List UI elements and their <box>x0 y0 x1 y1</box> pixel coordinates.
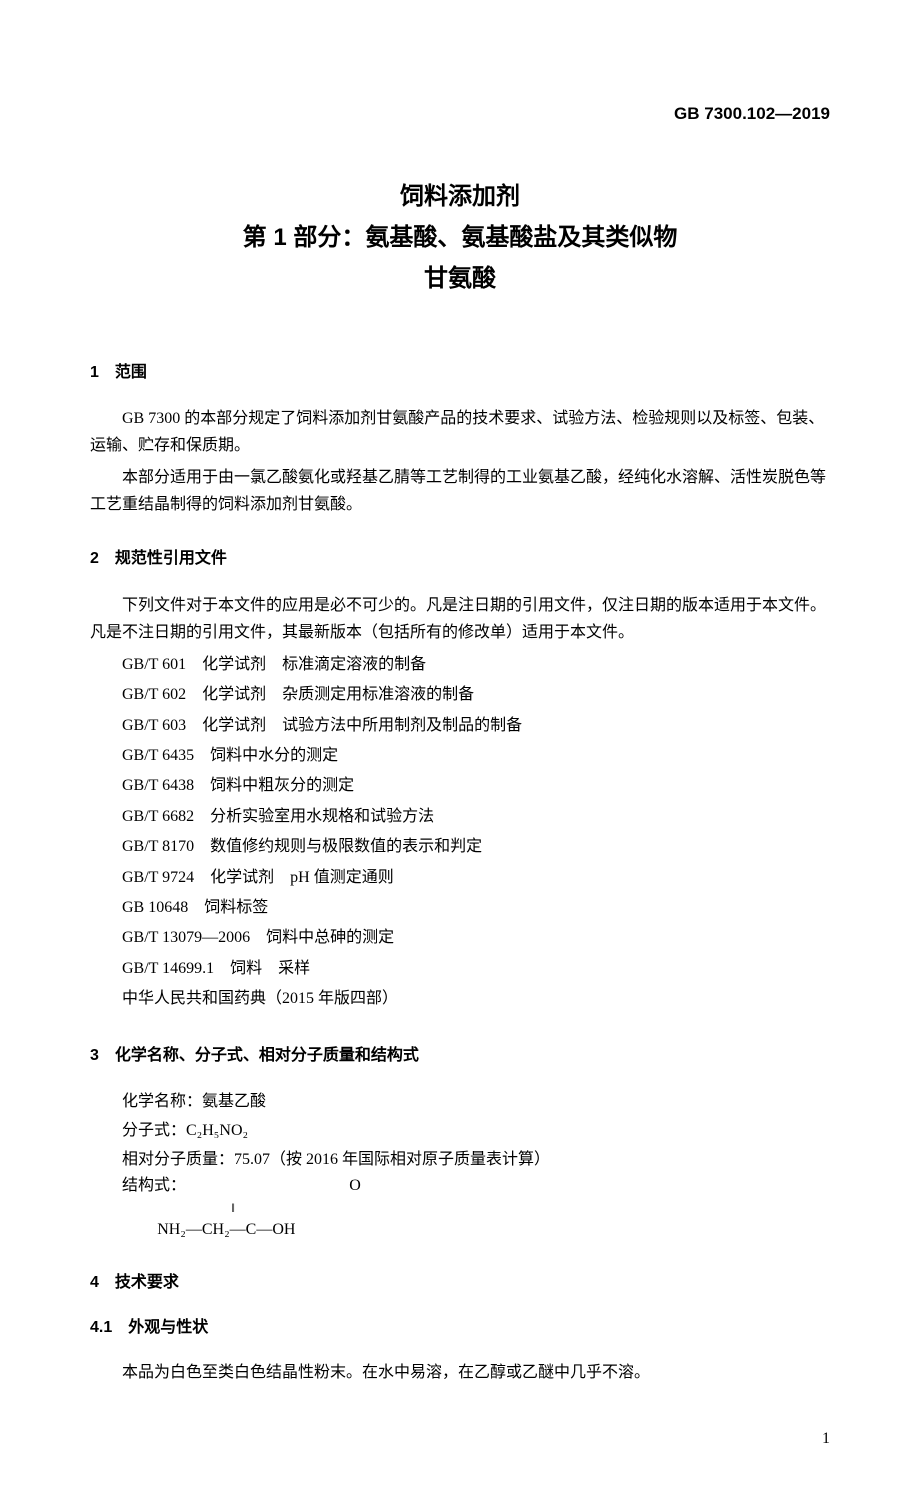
structural-formula: 结构式：O ‖ NH₂—CH₂—C—OH <box>90 1175 830 1242</box>
section-1-para-1: GB 7300 的本部分规定了饲料添加剂甘氨酸产品的技术要求、试验方法、检验规则… <box>90 405 830 459</box>
chemical-name: 化学名称：氨基乙酸 <box>90 1088 830 1117</box>
section-4-heading: 4 技术要求 <box>90 1270 830 1296</box>
reference-item: GB/T 6682 分析实验室用水规格和试验方法 <box>90 802 830 832</box>
reference-item: GB/T 9724 化学试剂 pH 值测定通则 <box>90 863 830 893</box>
reference-item: GB/T 13079—2006 饲料中总砷的测定 <box>90 923 830 953</box>
reference-item: GB/T 602 化学试剂 杂质测定用标准溶液的制备 <box>90 680 830 710</box>
section-4-1-para: 本品为白色至类白色结晶性粉末。在水中易溶，在乙醇或乙醚中几乎不溶。 <box>90 1359 830 1386</box>
structure-label: 结构式： <box>122 1175 218 1197</box>
section-2-heading: 2 规范性引用文件 <box>90 546 830 572</box>
structure-chain: NH₂—CH₂—C—OH <box>122 1219 295 1241</box>
reference-item: GB/T 14699.1 饲料 采样 <box>90 954 830 984</box>
molecular-formula: 分子式：C₂H₅NO₂ <box>90 1117 830 1146</box>
document-title: 饲料添加剂 第 1 部分：氨基酸、氨基酸盐及其类似物 甘氨酸 <box>90 177 830 299</box>
reference-item: GB/T 6435 饲料中水分的测定 <box>90 741 830 771</box>
reference-item: GB 10648 饲料标签 <box>90 893 830 923</box>
section-3-heading: 3 化学名称、分子式、相对分子质量和结构式 <box>90 1043 830 1069</box>
reference-item: GB/T 8170 数值修约规则与极限数值的表示和判定 <box>90 832 830 862</box>
title-line-1: 饲料添加剂 <box>90 177 830 218</box>
structure-oxygen: O <box>218 1175 361 1197</box>
title-line-3: 甘氨酸 <box>90 259 830 300</box>
page-number: 1 <box>90 1426 830 1452</box>
reference-item: 中华人民共和国药典（2015 年版四部） <box>90 984 830 1014</box>
standard-code: GB 7300.102—2019 <box>90 100 830 127</box>
section-1-para-2: 本部分适用于由一氯乙酸氨化或羟基乙腈等工艺制得的工业氨基乙酸，经纯化水溶解、活性… <box>90 464 830 518</box>
reference-item: GB/T 601 化学试剂 标准滴定溶液的制备 <box>90 650 830 680</box>
section-4-1-heading: 4.1 外观与性状 <box>90 1315 830 1341</box>
title-line-2: 第 1 部分：氨基酸、氨基酸盐及其类似物 <box>90 218 830 259</box>
reference-item: GB/T 6438 饲料中粗灰分的测定 <box>90 771 830 801</box>
section-2-para-1: 下列文件对于本文件的应用是必不可少的。凡是注日期的引用文件，仅注日期的版本适用于… <box>90 592 830 646</box>
molecular-mass: 相对分子质量：75.07（按 2016 年国际相对原子质量表计算） <box>90 1146 830 1175</box>
reference-item: GB/T 603 化学试剂 试验方法中所用制剂及制品的制备 <box>90 711 830 741</box>
section-1-heading: 1 范围 <box>90 360 830 386</box>
structure-double-bond: ‖ <box>122 1203 235 1212</box>
